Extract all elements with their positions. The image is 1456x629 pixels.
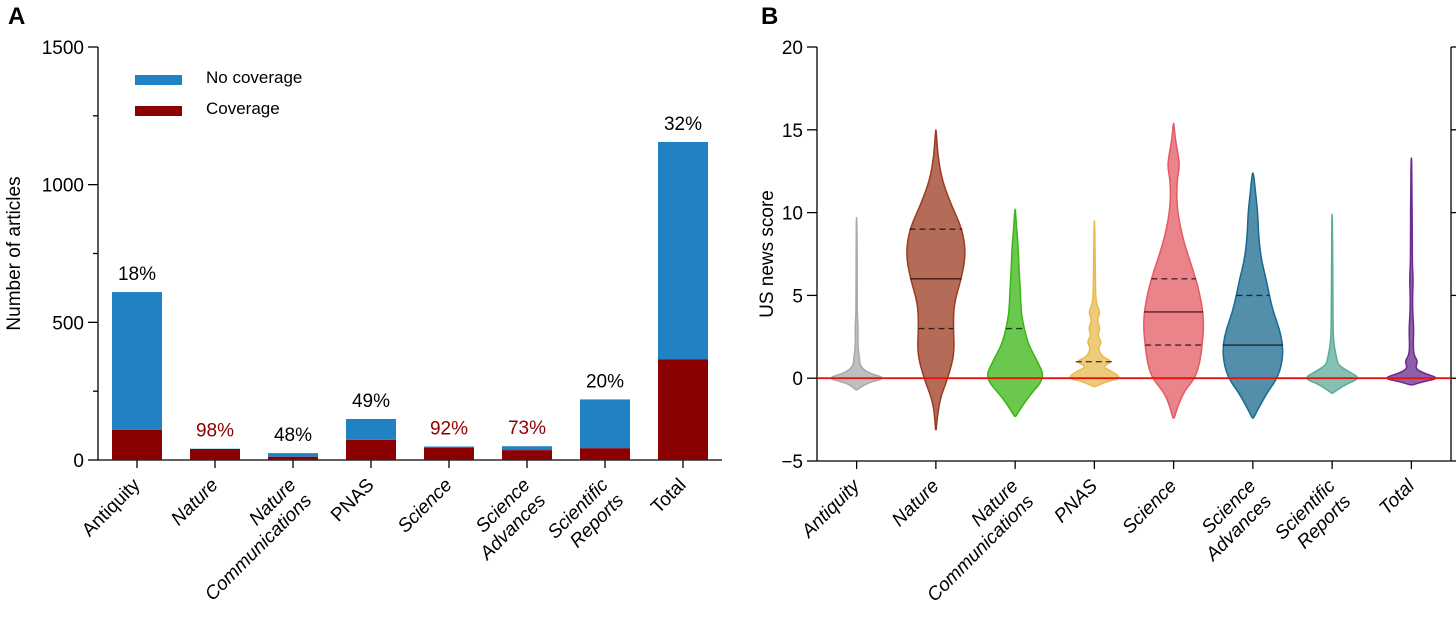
bar-coverage-science [424, 447, 474, 460]
percent-label-science-advances: 73% [508, 418, 546, 439]
violin-body-nature [906, 129, 966, 431]
percent-label-scientific-reports: 20% [586, 371, 624, 392]
violin-pnas [1067, 220, 1122, 388]
y-tick-label: 20 [782, 38, 803, 59]
percent-label-antiquity: 18% [118, 264, 156, 285]
category-label-scientific-reports: ScientificReports [544, 474, 629, 559]
violin-body-antiquity [830, 216, 883, 391]
percent-label-total: 32% [664, 114, 702, 135]
category-label-total: Total [647, 475, 690, 518]
bar-coverage-nature [190, 448, 240, 460]
bar-no-coverage-scientific-reports [580, 399, 630, 449]
violin-science [1143, 122, 1205, 419]
bar-no-coverage-science [424, 446, 474, 448]
bar-coverage-nature-communications [268, 456, 318, 460]
category-label-science: Science [394, 475, 457, 538]
category-label-line: PNAS [1050, 475, 1102, 527]
y-tick-label: 10 [782, 204, 803, 225]
percent-label-nature-communications: 48% [274, 425, 312, 446]
percent-label-nature: 98% [196, 421, 234, 442]
bar-no-coverage-total [658, 141, 708, 360]
category-label-science-advances: ScienceAdvances [460, 474, 550, 564]
category-label-line: Total [647, 475, 690, 518]
violin-body-total [1386, 157, 1437, 386]
y-axis-label: Number of articles [4, 176, 25, 330]
category-label-pnas: PNAS [1050, 475, 1102, 527]
category-label-antiquity: Antiquity [78, 474, 145, 541]
category-label-science-advances: ScienceAdvances [1186, 475, 1276, 565]
violin-science-advances [1222, 172, 1284, 419]
y-tick-label: 1000 [42, 176, 84, 197]
bar-no-coverage-science-advances [502, 446, 552, 451]
category-label-scientific-reports: ScientificReports [1271, 475, 1356, 560]
category-label-total: Total [1375, 475, 1419, 519]
bar-coverage-total [658, 359, 708, 460]
legend-label-no-coverage: No coverage [206, 68, 302, 87]
category-label-pnas: PNAS [327, 475, 378, 526]
category-label-line: Science [1119, 476, 1182, 539]
category-label-line: PNAS [327, 475, 378, 526]
bar-coverage-pnas [346, 439, 396, 460]
category-label-nature: Nature [167, 475, 222, 530]
category-label-line: Antiquity [797, 475, 865, 543]
bar-coverage-scientific-reports [580, 448, 630, 460]
violin-nature-communications [985, 208, 1046, 418]
y-tick-label: 0 [73, 451, 84, 472]
panel-a-letter: A [8, 3, 25, 30]
y-tick-label: −5 [781, 452, 803, 473]
violin-total [1382, 157, 1440, 386]
percent-label-science: 92% [430, 419, 468, 440]
y-axis-label: US news score [757, 190, 778, 318]
violin-antiquity [826, 216, 887, 391]
legend-swatch-no-coverage [135, 75, 182, 85]
bar-coverage-science-advances [502, 450, 552, 460]
violin-body-scientific-reports [1306, 213, 1358, 394]
y-tick-label: 500 [52, 313, 84, 334]
zero-reference-label: 0 [792, 369, 803, 390]
violin-body-science [1143, 122, 1205, 419]
violin-body-nature-communications [987, 208, 1044, 418]
bar-no-coverage-antiquity [112, 292, 162, 430]
panel-b-letter: B [761, 3, 778, 30]
percent-label-pnas: 49% [352, 391, 390, 412]
bar-no-coverage-pnas [346, 418, 396, 440]
y-tick-label: 15 [782, 121, 803, 142]
category-label-line: Nature [888, 476, 943, 531]
violin-nature [906, 129, 966, 431]
y-tick-label: 5 [792, 286, 803, 307]
category-label-line: Nature [167, 475, 222, 530]
legend-label-coverage: Coverage [206, 99, 280, 118]
violin-body-pnas [1069, 220, 1120, 388]
panel-a-bar-chart: 0 500 1000 1500 Number of articles 18% Antiqui… [4, 38, 722, 605]
violin-scientific-reports [1303, 213, 1361, 394]
category-label-line: Science [394, 475, 457, 538]
category-label-line: Antiquity [78, 474, 145, 541]
bar-no-coverage-nature-communications [268, 453, 318, 457]
category-label-line: Total [1375, 475, 1419, 519]
bar-coverage-antiquity [112, 429, 162, 460]
violin-body-science-advances [1222, 172, 1284, 419]
category-label-science: Science [1119, 476, 1182, 539]
legend-swatch-coverage [135, 106, 182, 116]
legend: No coverage Coverage [135, 68, 302, 118]
y-tick-label: 1500 [42, 38, 84, 59]
category-label-nature: Nature [888, 476, 943, 531]
category-label-antiquity: Antiquity [797, 475, 865, 543]
